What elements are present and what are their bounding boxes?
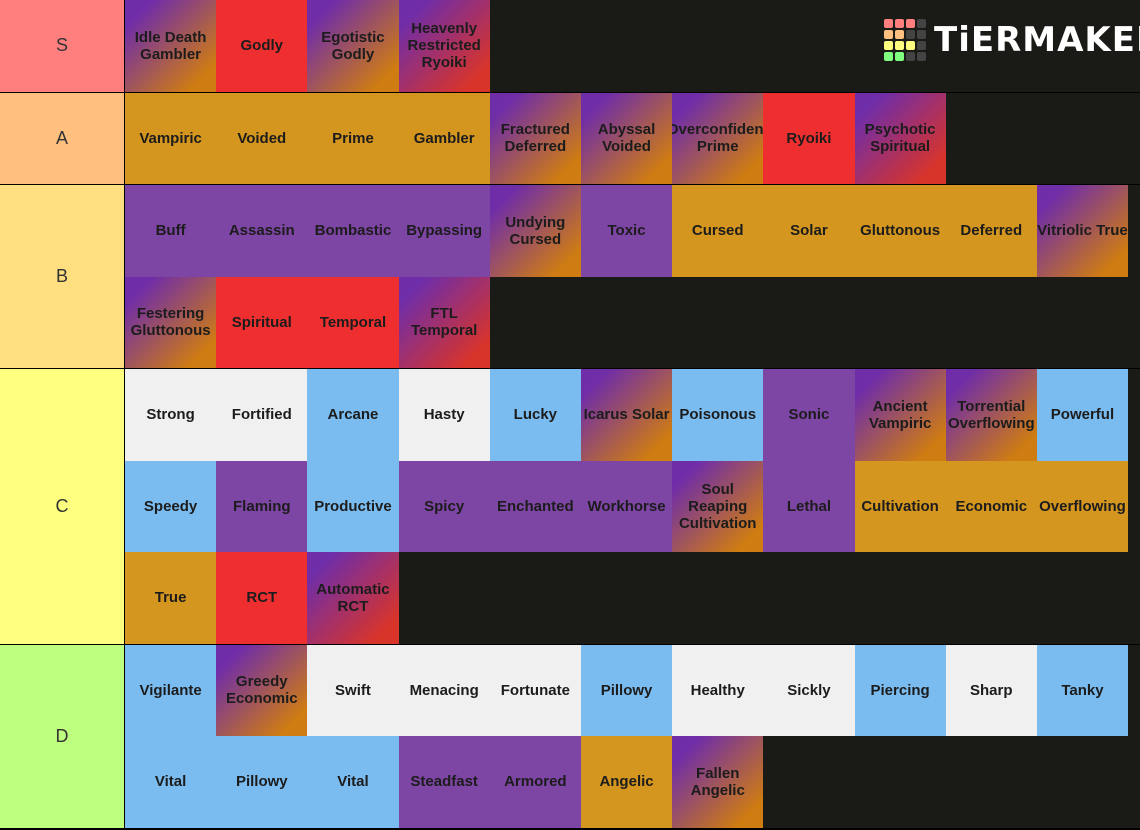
tier-item[interactable]: Icarus Solar xyxy=(580,369,673,461)
tier-item[interactable]: Fortunate xyxy=(489,644,581,736)
tier-item[interactable]: Temporal xyxy=(307,276,399,368)
tier-item[interactable]: Angelic xyxy=(580,736,673,828)
tier-item[interactable]: Fortified xyxy=(216,369,308,461)
tier-item[interactable]: Soul Reaping Cultivation xyxy=(672,460,764,552)
tier-item[interactable]: Arcane xyxy=(307,369,399,461)
tier-row: A Vampiric Voided Prime Gambler Fractured Def… xyxy=(0,92,1140,185)
tier-item[interactable]: Godly xyxy=(216,0,308,92)
tier-item[interactable]: Torrential Overflowing xyxy=(945,369,1037,461)
tier-item[interactable]: True xyxy=(125,552,217,644)
tier-item[interactable]: Economic xyxy=(945,460,1037,552)
tier-item[interactable]: Speedy xyxy=(125,460,217,552)
logo: TiERMAKER xyxy=(884,19,1140,61)
tier-item[interactable]: Lethal xyxy=(763,460,855,552)
tier-item[interactable]: Ryoiki xyxy=(763,92,855,184)
tier-item[interactable]: Spiritual xyxy=(216,276,308,368)
tier-item[interactable]: Undying Cursed xyxy=(489,185,581,277)
tier-item[interactable]: Fallen Angelic xyxy=(672,736,764,828)
tier-items: Vigilante Greedy Economic Swift Menacing For… xyxy=(125,644,1140,828)
tier-item[interactable]: Overconfident Prime xyxy=(672,92,764,184)
tier-item[interactable]: Idle Death Gambler xyxy=(125,0,217,92)
tier-label: B xyxy=(0,185,125,368)
tier-item[interactable]: Sonic xyxy=(763,369,855,461)
tier-items: Strong Fortified Arcane Hasty Lucky Icarus So… xyxy=(125,369,1140,644)
tier-item[interactable]: Deferred xyxy=(945,185,1037,277)
tier-items: Vampiric Voided Prime Gambler Fractured Defe… xyxy=(125,92,1140,184)
tier-item[interactable]: Healthy xyxy=(672,644,764,736)
logo-icon xyxy=(884,19,926,61)
tier-item[interactable]: Powerful xyxy=(1036,369,1129,461)
logo-text: TiERMAKER xyxy=(934,20,1140,60)
tier-item[interactable]: Gluttonous xyxy=(854,185,946,277)
tier-item[interactable]: Bypassing xyxy=(398,185,490,277)
tier-item[interactable]: Toxic xyxy=(580,185,673,277)
tier-label: D xyxy=(0,644,125,828)
tier-item[interactable]: Prime xyxy=(307,92,399,184)
tier-item[interactable]: Vital xyxy=(125,736,217,828)
tier-item[interactable]: Solar xyxy=(763,185,855,277)
tier-row: D Vigilante Greedy Economic Swift Menacing Fo… xyxy=(0,644,1140,829)
tier-item[interactable]: Voided xyxy=(216,92,308,184)
tier-items: Idle Death Gambler Godly Egotistic Godly He… xyxy=(125,0,1140,92)
tier-item[interactable]: Bombastic xyxy=(307,185,399,277)
tier-item[interactable]: Assassin xyxy=(216,185,308,277)
tier-item[interactable]: Swift xyxy=(307,644,399,736)
tier-item[interactable]: Productive xyxy=(307,460,399,552)
tier-item[interactable]: Fractured Deferred xyxy=(489,92,581,184)
tier-item[interactable]: Piercing xyxy=(854,644,946,736)
tier-item[interactable]: Armored xyxy=(489,736,581,828)
tier-item[interactable]: RCT xyxy=(216,552,308,644)
tier-item[interactable]: Lucky xyxy=(489,369,581,461)
tier-item[interactable]: Festering Gluttonous xyxy=(125,276,217,368)
tier-row: S Idle Death Gambler Godly Egotistic Godly H… xyxy=(0,0,1140,93)
tier-label: C xyxy=(0,369,125,644)
tier-item[interactable]: Pillowy xyxy=(216,736,308,828)
tier-row: C Strong Fortified Arcane Hasty Lucky Icarus S… xyxy=(0,369,1140,645)
tier-items: Buff Assassin Bombastic Bypassing Undying Cu… xyxy=(125,185,1140,368)
tier-item[interactable]: Workhorse xyxy=(580,460,673,552)
tier-item[interactable]: Ancient Vampiric xyxy=(854,369,946,461)
tier-item[interactable]: FTL Temporal xyxy=(398,276,490,368)
tier-item[interactable]: Vitriolic True xyxy=(1036,185,1129,277)
tier-label: A xyxy=(0,92,125,184)
tier-item[interactable]: Egotistic Godly xyxy=(307,0,399,92)
tier-item[interactable]: Spicy xyxy=(398,460,490,552)
tier-item[interactable]: Sharp xyxy=(945,644,1037,736)
tier-item[interactable]: Pillowy xyxy=(580,644,673,736)
tier-item[interactable]: Strong xyxy=(125,369,217,461)
tier-item[interactable]: Overflowing xyxy=(1036,460,1129,552)
tier-item[interactable]: Menacing xyxy=(398,644,490,736)
tier-item[interactable]: Sickly xyxy=(763,644,855,736)
tier-item[interactable]: Cursed xyxy=(672,185,764,277)
tier-item[interactable]: Psychotic Spiritual xyxy=(854,92,946,184)
tier-item[interactable]: Vital xyxy=(307,736,399,828)
tier-item[interactable]: Greedy Economic xyxy=(216,644,308,736)
tier-item[interactable]: Buff xyxy=(125,185,217,277)
tier-item[interactable]: Automatic RCT xyxy=(307,552,399,644)
tier-item[interactable]: Enchanted xyxy=(489,460,581,552)
tier-label: S xyxy=(0,0,125,92)
tier-item[interactable]: Abyssal Voided xyxy=(580,92,673,184)
tier-item[interactable]: Hasty xyxy=(398,369,490,461)
tier-item[interactable]: Poisonous xyxy=(672,369,764,461)
tier-row: B Buff Assassin Bombastic Bypassing Undying C… xyxy=(0,185,1140,369)
tier-item[interactable]: Gambler xyxy=(398,92,490,184)
tier-item[interactable]: Cultivation xyxy=(854,460,946,552)
tier-item[interactable]: Tanky xyxy=(1036,644,1129,736)
tier-item[interactable]: Heavenly Restricted Ryoiki xyxy=(398,0,490,92)
tier-item[interactable]: Flaming xyxy=(216,460,308,552)
tier-item[interactable]: Steadfast xyxy=(398,736,490,828)
tier-item[interactable]: Vampiric xyxy=(125,92,217,184)
tier-item[interactable]: Vigilante xyxy=(125,644,217,736)
